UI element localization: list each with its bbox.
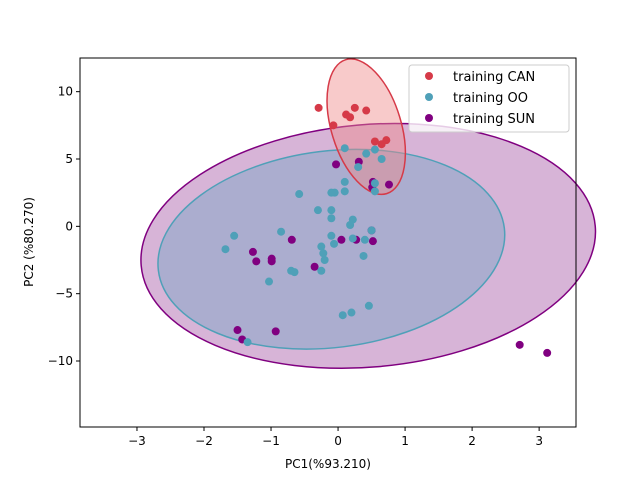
point-training-can [314, 103, 323, 112]
point-training-sun [543, 348, 552, 357]
y-tick-label: −10 [48, 354, 73, 368]
point-training-oo [377, 155, 386, 164]
point-training-sun [384, 180, 393, 189]
scatter-points [221, 103, 552, 357]
point-training-oo [346, 220, 355, 229]
x-tick-label: −3 [128, 434, 146, 448]
point-training-oo [327, 188, 336, 197]
x-tick-label: −2 [195, 434, 213, 448]
point-training-oo [290, 268, 299, 277]
point-training-oo [327, 214, 336, 223]
ellipse-training-sun [140, 122, 597, 369]
point-training-sun [248, 247, 257, 256]
legend-label: training SUN [453, 112, 535, 127]
legend: training CAN training OO training SUN [408, 64, 570, 133]
point-training-oo [354, 163, 363, 172]
point-training-sun [515, 340, 524, 349]
point-training-sun [332, 160, 341, 169]
point-training-oo [327, 206, 336, 215]
point-training-can [370, 137, 379, 146]
legend-marker [425, 114, 433, 122]
ellipse-training-oo [157, 148, 506, 350]
point-training-oo [327, 231, 336, 240]
point-training-oo [370, 179, 379, 188]
point-training-oo [319, 249, 328, 258]
legend-label: training CAN [453, 70, 535, 85]
point-training-sun [252, 257, 261, 266]
point-training-oo [230, 231, 239, 240]
point-training-sun [337, 235, 346, 244]
point-training-oo [243, 338, 252, 347]
point-training-oo [367, 226, 376, 235]
point-training-oo [265, 277, 274, 286]
y-tick-label: −5 [55, 287, 73, 301]
point-training-oo [348, 234, 357, 243]
point-training-can [382, 136, 391, 145]
point-training-oo [362, 149, 371, 158]
point-training-oo [370, 187, 379, 196]
legend-marker [425, 72, 433, 80]
point-training-oo [221, 245, 230, 254]
point-training-oo [359, 251, 368, 260]
point-training-oo [320, 256, 329, 265]
point-training-oo [330, 239, 339, 248]
y-axis-label: PC2 (%80.270) [22, 197, 36, 287]
x-tick-label: −1 [262, 434, 280, 448]
legend-marker [425, 93, 433, 101]
point-training-sun [368, 237, 377, 246]
point-training-sun [233, 326, 242, 335]
y-axis-ticks: −10 −5 0 5 10 [48, 85, 80, 368]
point-training-can [362, 106, 371, 115]
point-training-oo [340, 177, 349, 186]
point-training-can [350, 103, 359, 112]
point-training-oo [370, 145, 379, 154]
point-training-oo [340, 144, 349, 153]
x-tick-label: 3 [535, 434, 543, 448]
x-tick-label: 1 [401, 434, 409, 448]
point-training-sun [267, 254, 276, 263]
point-training-oo [317, 266, 326, 275]
point-training-oo [295, 190, 304, 199]
point-training-oo [360, 235, 369, 244]
plot-frame [79, 57, 577, 428]
x-axis-ticks: −3 −2 −1 0 1 2 3 [128, 427, 543, 448]
point-training-sun [287, 235, 296, 244]
y-tick-label: 0 [65, 219, 73, 233]
point-training-can [329, 121, 338, 130]
legend-box [408, 64, 570, 133]
point-training-sun [271, 327, 280, 336]
x-axis-label: PC1(%93.210) [285, 457, 371, 471]
y-tick-label: 10 [58, 85, 73, 99]
point-training-oo [364, 301, 373, 310]
point-training-can [346, 113, 355, 122]
point-training-oo [338, 311, 347, 320]
point-training-oo [277, 227, 286, 236]
legend-label: training OO [453, 91, 528, 106]
point-training-sun [310, 262, 319, 271]
point-training-oo [317, 242, 326, 251]
point-training-oo [340, 187, 349, 196]
point-training-oo [313, 206, 322, 215]
confidence-ellipses [140, 58, 597, 369]
x-tick-label: 2 [468, 434, 476, 448]
y-tick-label: 5 [65, 152, 73, 166]
x-tick-label: 0 [334, 434, 342, 448]
ellipse-training-can [326, 58, 407, 196]
point-training-oo [347, 308, 356, 317]
